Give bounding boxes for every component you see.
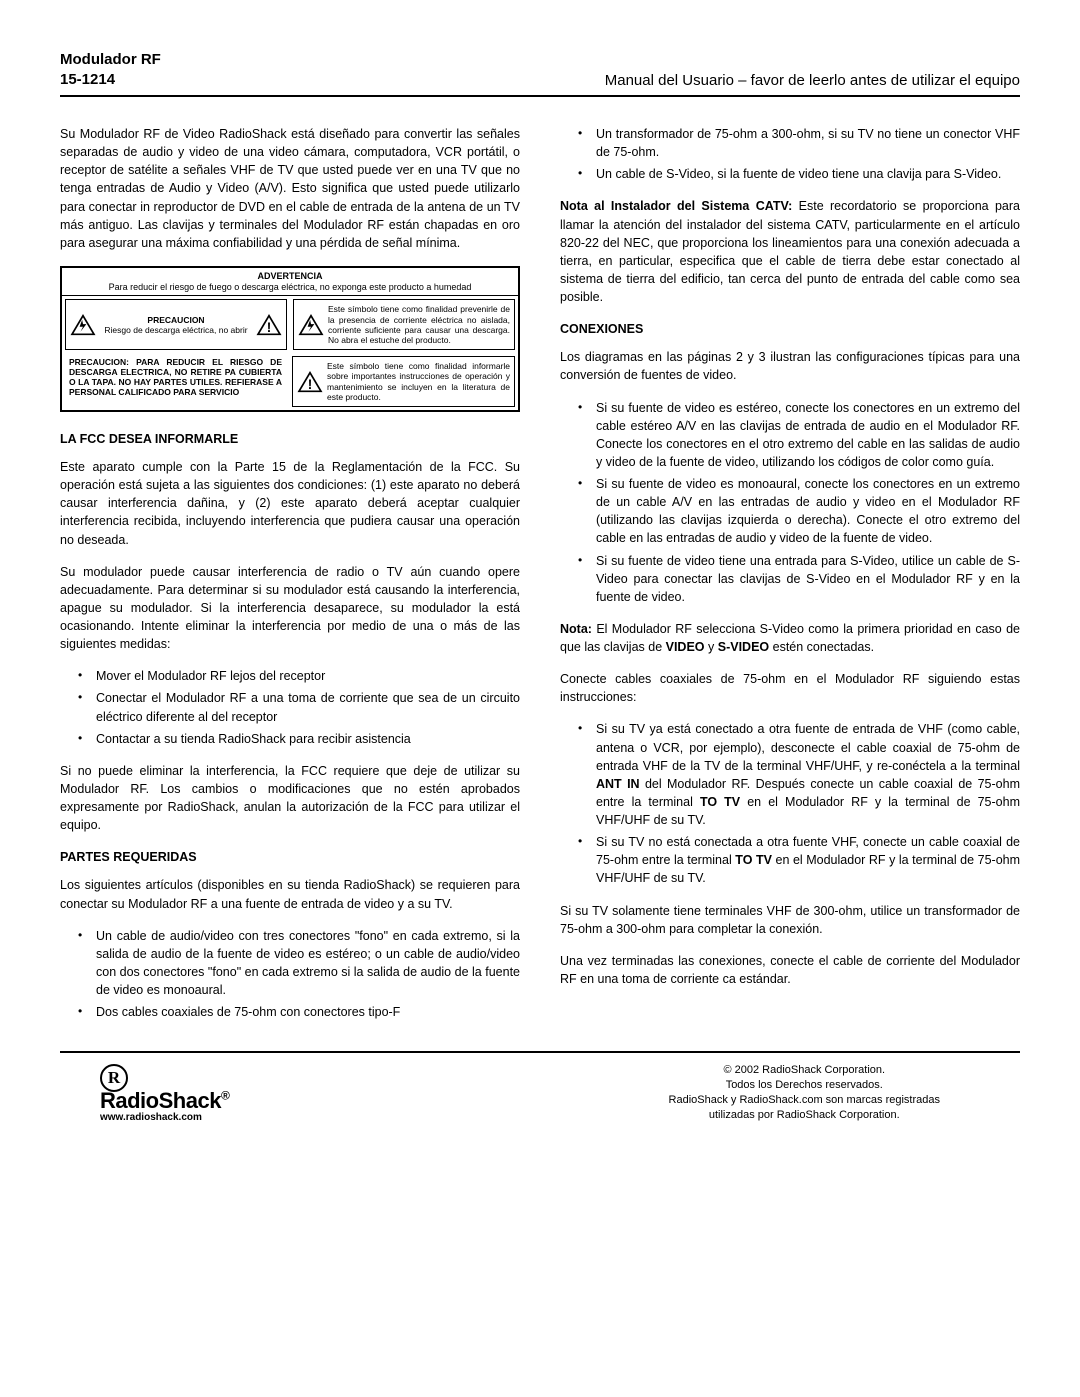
logo-area: R RadioShack® www.radioshack.com	[60, 1064, 229, 1123]
con-p2: Conecte cables coaxiales de 75-ohm en el…	[560, 670, 1020, 706]
warning-triangle-icon: !	[256, 314, 282, 336]
note-text-b: y	[705, 640, 718, 654]
symbol-desc-1: Este símbolo tiene como finalidad preven…	[293, 299, 515, 350]
catv-note: Nota al Instalador del Sistema CATV: Est…	[560, 197, 1020, 306]
fcc-p3: Si no puede eliminar la interferencia, l…	[60, 762, 520, 835]
list-item: Si su TV ya está conectado a otra fuente…	[560, 720, 1020, 829]
copyright-line: RadioShack y RadioShack.com son marcas r…	[669, 1093, 940, 1108]
svideo-note: Nota: El Modulador RF selecciona S-Video…	[560, 620, 1020, 656]
precaution-body: Riesgo de descarga eléctrica, no abrir	[100, 325, 252, 335]
catv-body: Este recordatorio se proporciona para ll…	[560, 199, 1020, 304]
left-column: Su Modulador RF de Video RadioShack está…	[60, 125, 520, 1035]
ant-in-bold: ANT IN	[596, 777, 640, 791]
warning-row-2: PRECAUCION: PARA REDUCIR EL RIESGO DE DE…	[62, 353, 518, 410]
parts-heading: PARTES REQUERIDAS	[60, 848, 520, 866]
precaution-cell: PRECAUCION Riesgo de descarga eléctrica,…	[65, 299, 287, 350]
list-item: Si su fuente de video es monoaural, cone…	[560, 475, 1020, 548]
service-warning: PRECAUCION: PARA REDUCIR EL RIESGO DE DE…	[65, 356, 286, 407]
parts-list: Un cable de audio/video con tres conecto…	[60, 927, 520, 1022]
precaution-text: PRECAUCION Riesgo de descarga eléctrica,…	[100, 315, 252, 335]
doc-subtitle: Manual del Usuario – favor de leerlo ant…	[605, 72, 1020, 89]
doc-title: Modulador RF 15-1214	[60, 50, 161, 89]
warning-header: ADVERTENCIA Para reducir el riesgo de fu…	[62, 268, 518, 297]
warning-box: ADVERTENCIA Para reducir el riesgo de fu…	[60, 266, 520, 412]
fcc-list: Mover el Modulador RF lejos del receptor…	[60, 667, 520, 748]
warning-row-1: PRECAUCION Riesgo de descarga eléctrica,…	[62, 296, 518, 353]
con-p4: Una vez terminadas las conexiones, conec…	[560, 952, 1020, 988]
fcc-heading: LA FCC DESEA INFORMARLE	[60, 430, 520, 448]
page-header: Modulador RF 15-1214 Manual del Usuario …	[60, 50, 1020, 97]
warning-subtitle: Para reducir el riesgo de fuego o descar…	[68, 282, 512, 293]
bolt-triangle-icon	[70, 314, 96, 336]
con-p1: Los diagramas en las páginas 2 y 3 ilust…	[560, 348, 1020, 384]
catv-label: Nota al Instalador del Sistema CATV:	[560, 199, 792, 213]
note-text-c: estén conectadas.	[769, 640, 874, 654]
list-item: Un cable de audio/video con tres conecto…	[60, 927, 520, 1000]
right-column: Un transformador de 75-ohm a 300-ohm, si…	[560, 125, 1020, 1035]
symbol-desc-2: ! Este símbolo tiene como finalidad info…	[292, 356, 515, 407]
warning-title: ADVERTENCIA	[68, 271, 512, 282]
copyright-block: © 2002 RadioShack Corporation. Todos los…	[669, 1063, 1020, 1122]
list-item: Dos cables coaxiales de 75-ohm con conec…	[60, 1003, 520, 1021]
list-item: Mover el Modulador RF lejos del receptor	[60, 667, 520, 685]
list-item: Si su TV no está conectada a otra fuente…	[560, 833, 1020, 887]
precaution-head: PRECAUCION	[100, 315, 252, 325]
copyright-line: Todos los Derechos reservados.	[669, 1078, 940, 1093]
exclaim-triangle-icon: !	[297, 371, 323, 393]
svideo-bold: S-VIDEO	[718, 640, 769, 654]
to-tv-bold: TO TV	[735, 853, 772, 867]
list-item: Si su fuente de video tiene una entrada …	[560, 552, 1020, 606]
connections-list: Si su fuente de video es estéreo, conect…	[560, 399, 1020, 606]
symbol-2-text: Este símbolo tiene como finalidad inform…	[327, 361, 510, 402]
svg-text:!: !	[267, 320, 272, 335]
list-item: Un cable de S-Video, si la fuente de vid…	[560, 165, 1020, 183]
intro-paragraph: Su Modulador RF de Video RadioShack está…	[60, 125, 520, 252]
li-text: Si su TV ya está conectado a otra fuente…	[596, 722, 1020, 772]
list-item: Un transformador de 75-ohm a 300-ohm, si…	[560, 125, 1020, 161]
title-line-1: Modulador RF	[60, 50, 161, 70]
brand-name: RadioShack®	[100, 1088, 229, 1114]
video-bold: VIDEO	[666, 640, 705, 654]
to-tv-bold: TO TV	[700, 795, 740, 809]
fcc-p2: Su modulador puede causar interferencia …	[60, 563, 520, 654]
brand-text: RadioShack	[100, 1088, 221, 1113]
title-line-2: 15-1214	[60, 70, 161, 90]
fcc-p1: Este aparato cumple con la Parte 15 de l…	[60, 458, 520, 549]
coax-list: Si su TV ya está conectado a otra fuente…	[560, 720, 1020, 887]
list-item: Conectar el Modulador RF a una toma de c…	[60, 689, 520, 725]
list-item: Contactar a su tienda RadioShack para re…	[60, 730, 520, 748]
svg-text:!: !	[308, 376, 313, 391]
bolt-triangle-icon	[298, 314, 324, 336]
copyright-line: utilizadas por RadioShack Corporation.	[669, 1108, 940, 1123]
connections-heading: CONEXIONES	[560, 320, 1020, 338]
logo-mark: R	[100, 1064, 229, 1088]
parts-p1: Los siguientes artículos (disponibles en…	[60, 876, 520, 912]
page-footer: R RadioShack® www.radioshack.com © 2002 …	[60, 1051, 1020, 1122]
con-p3: Si su TV solamente tiene terminales VHF …	[560, 902, 1020, 938]
content-columns: Su Modulador RF de Video RadioShack está…	[60, 125, 1020, 1035]
symbol-1-text: Este símbolo tiene como finalidad preven…	[328, 304, 510, 345]
brand-dot: ®	[221, 1088, 229, 1102]
copyright-line: © 2002 RadioShack Corporation.	[669, 1063, 940, 1078]
list-item: Si su fuente de video es estéreo, conect…	[560, 399, 1020, 472]
note-label: Nota:	[560, 622, 592, 636]
parts-list-cont: Un transformador de 75-ohm a 300-ohm, si…	[560, 125, 1020, 183]
